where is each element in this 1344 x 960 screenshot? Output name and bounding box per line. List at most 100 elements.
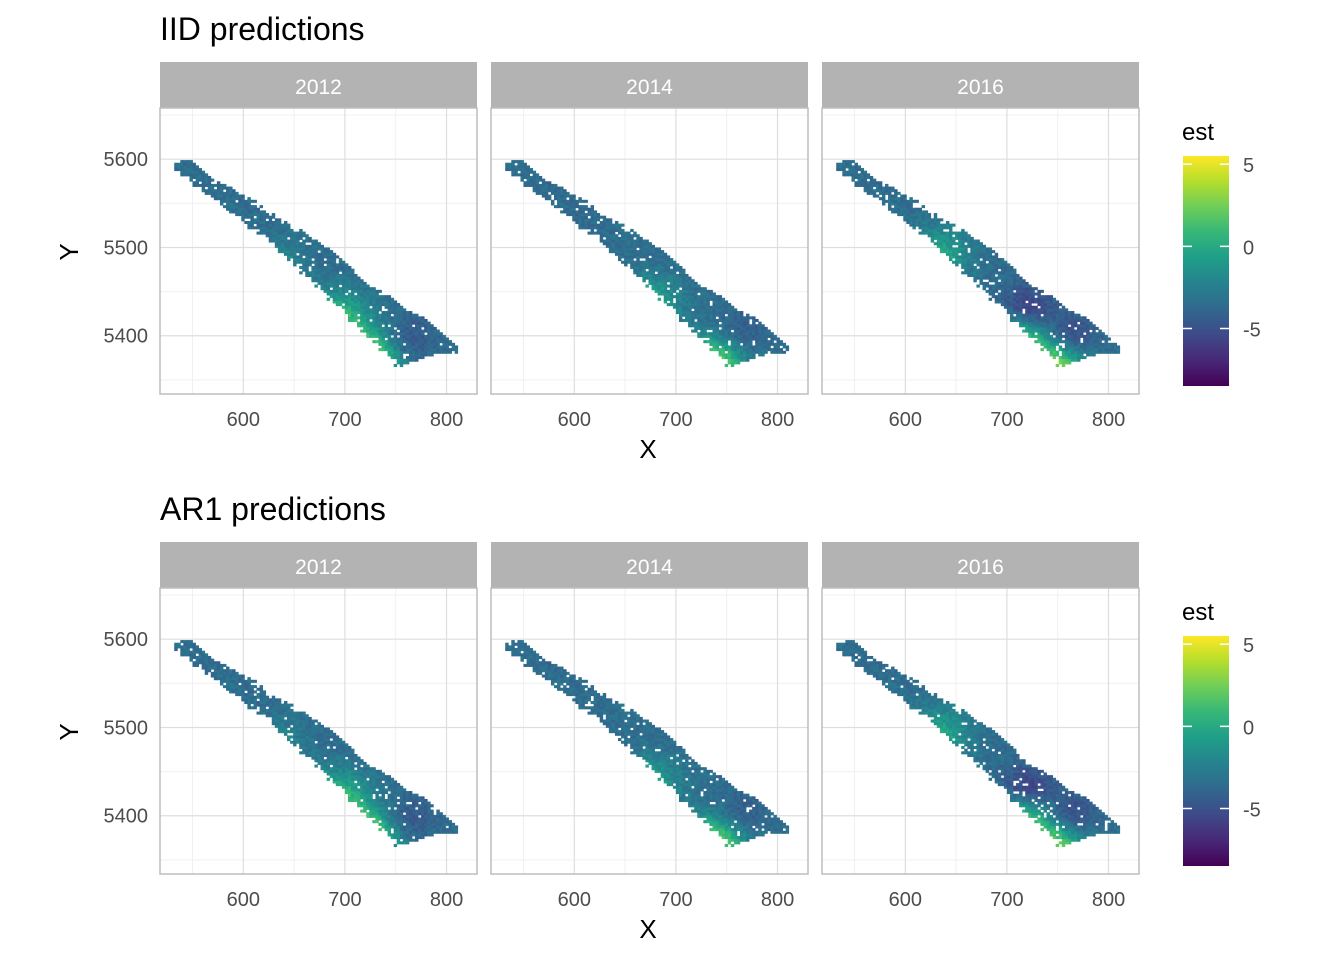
raster-cell [338, 295, 343, 299]
raster-cell [360, 284, 364, 288]
raster-cell [247, 226, 251, 230]
raster-cell [596, 706, 601, 710]
raster-cell [724, 332, 729, 336]
raster-cell [630, 258, 634, 262]
raster-cell [305, 266, 309, 270]
raster-cell [293, 236, 297, 240]
raster-cell [553, 189, 558, 193]
raster-cell [387, 321, 392, 325]
raster-cell [399, 822, 404, 826]
x-tick-label: 600 [889, 409, 922, 431]
raster-cell [547, 671, 552, 675]
raster-cell [1022, 289, 1026, 293]
raster-cell [602, 239, 607, 243]
raster-cell [384, 820, 388, 824]
raster-cell [396, 838, 401, 842]
raster-cell [988, 260, 993, 264]
raster-cell [955, 231, 959, 235]
raster-cell [688, 303, 692, 307]
raster-cell [354, 303, 358, 307]
raster-cell [736, 361, 741, 365]
raster-cell [311, 252, 315, 256]
raster-cell [207, 669, 212, 673]
raster-cell [317, 244, 321, 248]
raster-cell [302, 719, 306, 723]
raster-cell [387, 825, 392, 829]
raster-cell [259, 228, 264, 232]
raster-cell [764, 345, 768, 349]
raster-cell [678, 311, 683, 315]
raster-cell [985, 268, 990, 272]
raster-cell [384, 326, 388, 330]
raster-cell [712, 321, 716, 325]
raster-cell [1028, 326, 1032, 330]
raster-cell [366, 772, 370, 776]
raster-cell [1077, 329, 1081, 333]
raster-cell [341, 761, 346, 765]
raster-cell [271, 226, 276, 230]
raster-cell [955, 247, 959, 251]
raster-cell [581, 703, 585, 707]
raster-cell [678, 292, 683, 296]
raster-cell [213, 197, 218, 201]
raster-cell [357, 300, 361, 304]
raster-cell [724, 311, 729, 315]
raster-cell [296, 258, 300, 262]
raster-cell [299, 234, 303, 238]
raster-cell [369, 791, 373, 795]
raster-cell [1067, 358, 1072, 362]
raster-cell [329, 266, 334, 270]
raster-cell [1031, 329, 1035, 333]
raster-cell [323, 289, 328, 293]
raster-cell [226, 669, 230, 673]
raster-cell [733, 353, 738, 357]
raster-cell [1040, 305, 1044, 309]
x-axis-label: X [639, 914, 656, 944]
raster-cell [1019, 308, 1023, 312]
raster-cell [405, 342, 410, 346]
raster-cell [351, 780, 355, 784]
raster-cell [706, 332, 710, 336]
raster-cell [433, 822, 437, 826]
raster-cell [265, 226, 270, 230]
raster-cell [529, 650, 534, 654]
raster-cell [329, 276, 334, 280]
raster-cell [721, 297, 726, 301]
x-tick-label: 700 [990, 409, 1023, 431]
raster-cell [192, 642, 196, 646]
raster-cell [222, 194, 227, 198]
raster-cell [1043, 321, 1047, 325]
raster-cell [405, 334, 410, 338]
raster-cell [572, 679, 576, 683]
raster-cell [344, 759, 349, 763]
legend-tick-label: 0 [1243, 237, 1254, 259]
raster-cell [332, 263, 337, 267]
raster-cell [578, 687, 582, 691]
raster-cell [381, 820, 385, 824]
raster-cell [399, 785, 404, 789]
raster-cell [982, 273, 986, 277]
raster-cell [357, 279, 361, 283]
raster-cell [198, 661, 203, 665]
raster-cell [369, 806, 373, 810]
raster-cell [906, 220, 910, 225]
raster-cell [624, 258, 628, 262]
raster-cell [630, 236, 634, 240]
raster-cell [222, 685, 227, 689]
raster-cell [390, 785, 395, 789]
raster-cell [317, 743, 321, 747]
raster-cell [952, 250, 956, 254]
raster-cell [283, 250, 288, 254]
raster-cell [685, 289, 689, 293]
raster-cell [347, 769, 352, 773]
raster-cell [523, 173, 527, 177]
raster-cell [651, 266, 655, 270]
raster-cell [408, 791, 413, 795]
raster-cell [915, 213, 919, 217]
raster-cell [408, 311, 413, 315]
raster-cell [945, 236, 950, 240]
raster-cell [390, 833, 395, 837]
raster-cell [439, 350, 443, 354]
raster-cell [997, 292, 1002, 296]
raster-cell [271, 711, 276, 715]
